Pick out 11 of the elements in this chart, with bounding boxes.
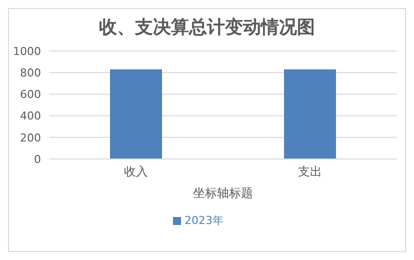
y-tick-label: 200 — [20, 131, 41, 144]
y-tick-label: 400 — [20, 110, 41, 123]
chart-title: 收、支决算总计变动情况图 — [98, 16, 316, 39]
y-tick-label: 800 — [20, 66, 41, 80]
y-tick-label: 1000 — [13, 44, 41, 58]
y-tick-label: 0 — [34, 152, 41, 166]
x-tick-label: 支出 — [298, 164, 322, 179]
x-tick-label: 收入 — [124, 164, 148, 179]
legend-label: 2023年 — [184, 214, 224, 227]
y-tick-label: 600 — [20, 88, 41, 102]
x-axis-title: 坐标轴标题 — [193, 186, 253, 200]
